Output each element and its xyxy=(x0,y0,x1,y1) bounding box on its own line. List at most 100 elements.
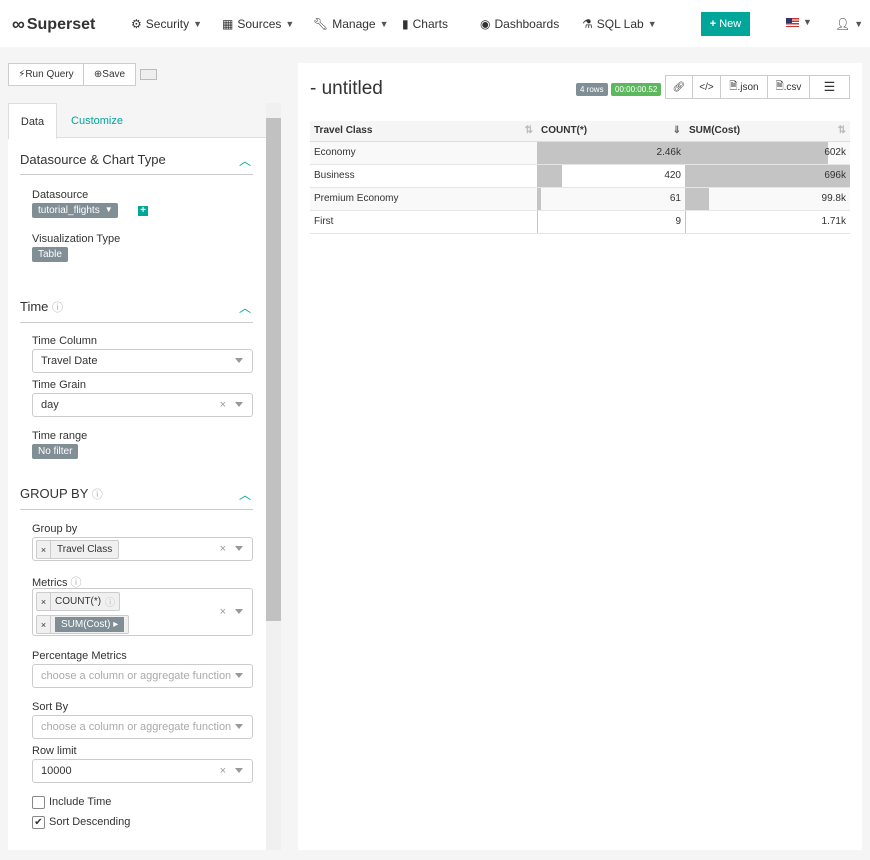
count-cell: 9 xyxy=(537,210,685,234)
viz-type-select[interactable]: Table xyxy=(32,247,68,262)
section-datasource-header[interactable]: Datasource & Chart Type ︿ xyxy=(20,152,253,175)
chevron-up-icon: ︿ xyxy=(238,488,251,502)
user-icon: 👤︎ xyxy=(835,17,851,31)
nav-manage[interactable]: 🔧︎ Manage ▼ xyxy=(313,17,389,31)
bar-chart-icon: ▮ xyxy=(402,17,409,31)
dashboard-icon: ◉ xyxy=(480,17,491,31)
group-by-chip: × Travel Class xyxy=(36,540,120,559)
column-header[interactable]: COUNT(*) ⇓ xyxy=(537,121,685,142)
new-button[interactable]: + New xyxy=(701,12,750,36)
sort-descending-checkbox[interactable]: ✔ xyxy=(32,816,45,829)
section-time-header[interactable]: Time ⓘ ︿ xyxy=(20,299,253,323)
section-groupby-header[interactable]: GROUP BY ⓘ ︿ xyxy=(20,486,253,510)
keyboard-icon[interactable] xyxy=(140,69,157,80)
time-grain-select[interactable]: day × xyxy=(32,393,253,417)
include-time-checkbox[interactable] xyxy=(32,796,45,809)
plus-circle-icon: ⊕ xyxy=(93,69,103,80)
count-cell: 420 xyxy=(537,164,685,188)
remove-icon[interactable]: × xyxy=(37,593,51,610)
travel-class-cell: Premium Economy xyxy=(310,187,537,211)
plus-icon: + xyxy=(709,18,717,30)
column-header[interactable]: SUM(Cost) ⇅ xyxy=(685,121,850,142)
results-table: Travel Class ⇅ COUNT(*) ⇓ SUM(Cost) ⇅ Econo… xyxy=(310,121,850,234)
row-limit-label: Row limit xyxy=(32,745,77,757)
sort-desc-icon: ⇓ xyxy=(672,125,681,137)
nav-sources[interactable]: ▦ Sources ▼ xyxy=(222,17,295,31)
query-timer-badge: 00:00:00.52 xyxy=(611,83,662,96)
chevron-down-icon: ▼ xyxy=(379,19,389,29)
embed-button[interactable]: </> xyxy=(692,75,721,99)
add-datasource-icon[interactable]: + xyxy=(138,206,148,216)
row-count-badge: 4 rows xyxy=(576,83,608,96)
column-header[interactable]: Travel Class ⇅ xyxy=(310,121,537,142)
caret-down-icon xyxy=(235,358,243,363)
info-icon: ⓘ xyxy=(91,489,103,501)
run-query-button[interactable]: ⚡︎ Run Query xyxy=(8,63,84,86)
question-icon: ⓘ xyxy=(105,598,116,609)
percentage-metrics-select[interactable]: choose a column or aggregate function xyxy=(32,664,253,688)
link-button[interactable]: 🔗︎ xyxy=(665,75,693,99)
save-button[interactable]: ⊕ Save xyxy=(83,63,136,86)
clear-icon[interactable]: × xyxy=(219,606,226,618)
nav-dashboards[interactable]: ◉ Dashboards xyxy=(480,17,560,31)
file-code-icon: 🗎︎ xyxy=(729,80,738,92)
travel-class-cell: Economy xyxy=(310,141,537,165)
nav-security[interactable]: ⚙ Security ▼ xyxy=(131,17,203,31)
chart-panel: - untitled 4 rows 00:00:00.52 🔗︎ </> 🗎︎.… xyxy=(298,63,862,850)
chart-title[interactable]: - untitled xyxy=(310,78,383,99)
sum-bar xyxy=(685,187,709,210)
export-csv-button[interactable]: 🗎︎ .csv xyxy=(767,75,810,99)
us-flag-icon xyxy=(786,17,799,27)
export-json-button[interactable]: 🗎︎ .json xyxy=(720,75,768,99)
sum-bar xyxy=(685,141,828,164)
scrollbar-thumb[interactable] xyxy=(266,118,281,621)
remove-icon[interactable]: × xyxy=(37,616,51,633)
hamburger-icon: ☰ xyxy=(823,79,836,94)
metric-chip: × SUM(Cost) ▸ xyxy=(36,615,130,634)
info-icon: ⓘ xyxy=(70,577,82,589)
caret-down-icon xyxy=(235,609,243,614)
time-column-label: Time Column xyxy=(32,335,97,347)
nav-charts[interactable]: ▮ Charts xyxy=(402,17,448,31)
caret-down-icon xyxy=(235,724,243,729)
chevron-down-icon: ▼ xyxy=(854,19,864,29)
language-menu[interactable]: ▼ xyxy=(786,17,812,27)
clear-icon[interactable]: × xyxy=(219,399,226,411)
count-cell: 2.46k xyxy=(537,141,685,165)
clear-icon[interactable]: × xyxy=(219,543,226,555)
tab-customize[interactable]: Customize xyxy=(71,114,123,127)
nav-sql-lab[interactable]: ⚗ SQL Lab ▼ xyxy=(582,17,657,31)
sum-cell: 696k xyxy=(685,164,850,188)
control-panel: Data Customize Datasource & Chart Type ︿ … xyxy=(8,103,266,850)
remove-icon[interactable]: × xyxy=(37,541,51,558)
metric-chip: × COUNT(*) ⓘ xyxy=(36,592,121,611)
caret-down-icon xyxy=(235,673,243,678)
time-range-button[interactable]: No filter xyxy=(32,444,79,459)
file-icon: 🗎︎ xyxy=(775,80,784,92)
table-row: First 9 1.71k xyxy=(310,210,850,234)
cogs-icon: ⚙ xyxy=(131,17,142,31)
group-by-select[interactable]: × Travel Class × xyxy=(32,537,253,561)
chevron-up-icon: ︿ xyxy=(238,154,251,168)
datasource-select[interactable]: tutorial_flights ▼ xyxy=(32,203,118,218)
chevron-down-icon: ▼ xyxy=(285,19,295,29)
more-menu-button[interactable]: ☰ xyxy=(809,75,850,99)
sort-icon: ⇅ xyxy=(837,125,846,137)
user-menu[interactable]: 👤︎ ▼ xyxy=(835,17,863,31)
tab-data[interactable]: Data xyxy=(8,103,57,139)
chevron-down-icon: ▼ xyxy=(647,19,657,29)
percentage-metrics-label: Percentage Metrics xyxy=(32,650,127,662)
link-icon: 🔗︎ xyxy=(672,81,686,93)
sort-by-select[interactable]: choose a column or aggregate function xyxy=(32,715,253,739)
clear-icon[interactable]: × xyxy=(219,765,226,777)
brand-logo[interactable]: ∞ Superset xyxy=(12,14,96,34)
tab-bar: Data Customize xyxy=(8,103,266,139)
table-row: Economy 2.46k 602k xyxy=(310,141,850,165)
datasource-label: Datasource xyxy=(32,189,89,201)
time-column-select[interactable]: Travel Date xyxy=(32,349,253,373)
metric-popover-trigger[interactable]: SUM(Cost) ▸ xyxy=(55,617,125,632)
caret-down-icon xyxy=(235,546,243,551)
check-icon: ✔ xyxy=(34,817,43,828)
metrics-select[interactable]: × COUNT(*) ⓘ × SUM(Cost) ▸ × xyxy=(32,588,253,636)
row-limit-select[interactable]: 10000 × xyxy=(32,759,253,783)
